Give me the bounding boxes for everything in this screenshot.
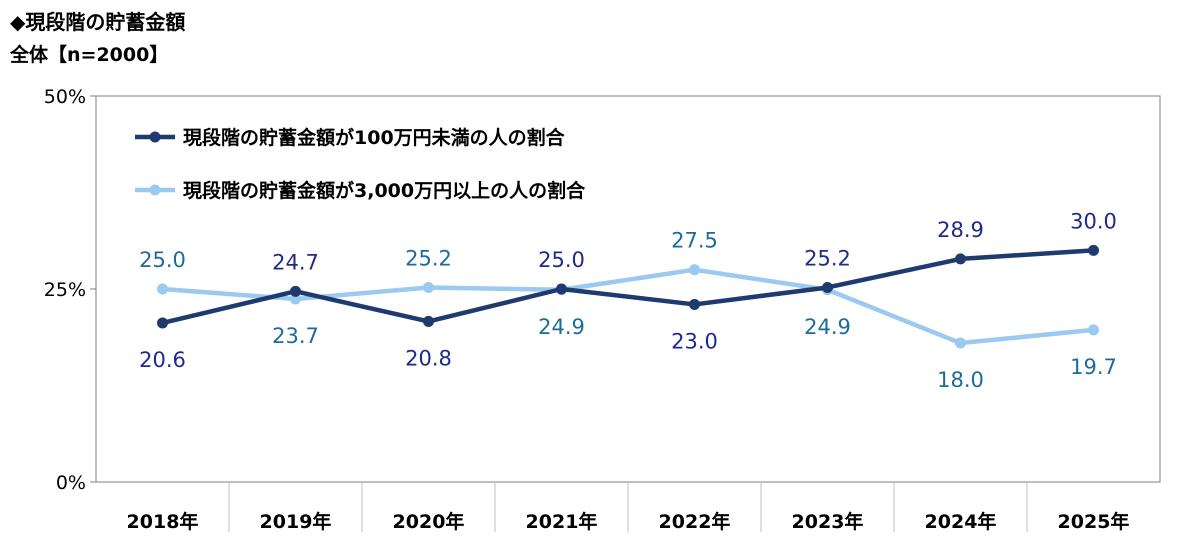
data-label: 28.9 bbox=[937, 218, 984, 242]
data-label: 24.9 bbox=[538, 315, 585, 339]
legend-label: 現段階の貯蓄金額が100万円未満の人の割合 bbox=[183, 126, 566, 149]
series-0-point bbox=[955, 253, 966, 265]
chart-title: ◆現段階の貯蓄金額 bbox=[10, 10, 186, 34]
x-tick-label: 2020年 bbox=[393, 510, 465, 533]
series-1-point bbox=[290, 293, 301, 305]
series-1-point bbox=[157, 283, 168, 295]
x-tick-label: 2023年 bbox=[792, 510, 864, 533]
series-0-point bbox=[157, 317, 168, 329]
data-label: 25.0 bbox=[139, 248, 186, 272]
series-0-point bbox=[822, 281, 833, 293]
data-label: 24.9 bbox=[804, 315, 851, 339]
x-tick-label: 2019年 bbox=[260, 510, 332, 533]
data-label: 30.0 bbox=[1070, 209, 1117, 233]
data-label: 24.7 bbox=[272, 250, 319, 274]
series-layer bbox=[157, 244, 1099, 349]
data-label: 27.5 bbox=[671, 229, 718, 253]
y-tick-label: 0% bbox=[56, 472, 86, 494]
data-label: 20.6 bbox=[139, 348, 186, 372]
data-label: 19.7 bbox=[1070, 355, 1117, 379]
series-1-point bbox=[423, 281, 434, 293]
x-tick-label: 2018年 bbox=[127, 510, 199, 533]
chart-subtitle: 全体【n=2000】 bbox=[10, 44, 169, 66]
plot-border bbox=[95, 95, 1161, 483]
data-label: 23.7 bbox=[272, 324, 319, 348]
series-1-point bbox=[689, 264, 700, 276]
data-labels: 20.6 24.7 20.8 25.0 23.0 25.2 28.9 30.0 25.0 23.7… bbox=[139, 209, 1117, 392]
series-0-point bbox=[689, 298, 700, 310]
legend-label: 現段階の貯蓄金額が3,000万円以上の人の割合 bbox=[183, 179, 586, 202]
legend-swatch-marker bbox=[149, 184, 161, 196]
series-1-point bbox=[1088, 324, 1099, 336]
series-line-0 bbox=[161, 248, 1094, 326]
data-label: 23.0 bbox=[671, 329, 718, 353]
plot-frame bbox=[95, 95, 1161, 483]
data-label: 25.2 bbox=[405, 246, 452, 270]
x-axis: 2018年 2019年 2020年 2021年 2022年 2023年 2024年 2025年 bbox=[127, 482, 1130, 533]
series-0-point bbox=[556, 283, 567, 295]
x-tick-label: 2021年 bbox=[526, 510, 598, 533]
series-0-point bbox=[290, 285, 301, 297]
x-tick-label: 2025年 bbox=[1058, 510, 1130, 533]
y-axis: 0% 25% 50% bbox=[44, 86, 96, 494]
series-1-point bbox=[955, 337, 966, 349]
legend: 現段階の貯蓄金額が100万円未満の人の割合現段階の貯蓄金額が3,000万円以上の… bbox=[135, 126, 586, 202]
series-0-point bbox=[423, 315, 434, 327]
y-tick-label: 50% bbox=[44, 86, 86, 108]
series-0-point bbox=[1088, 244, 1099, 256]
y-tick-label: 25% bbox=[44, 279, 86, 301]
x-tick-label: 2024年 bbox=[925, 510, 997, 533]
data-label: 25.2 bbox=[804, 246, 851, 270]
x-tick-label: 2022年 bbox=[659, 510, 731, 533]
legend-swatch-marker bbox=[149, 131, 161, 143]
data-label: 18.0 bbox=[937, 368, 984, 392]
data-label: 20.8 bbox=[405, 346, 452, 370]
data-label: 25.0 bbox=[538, 248, 585, 272]
